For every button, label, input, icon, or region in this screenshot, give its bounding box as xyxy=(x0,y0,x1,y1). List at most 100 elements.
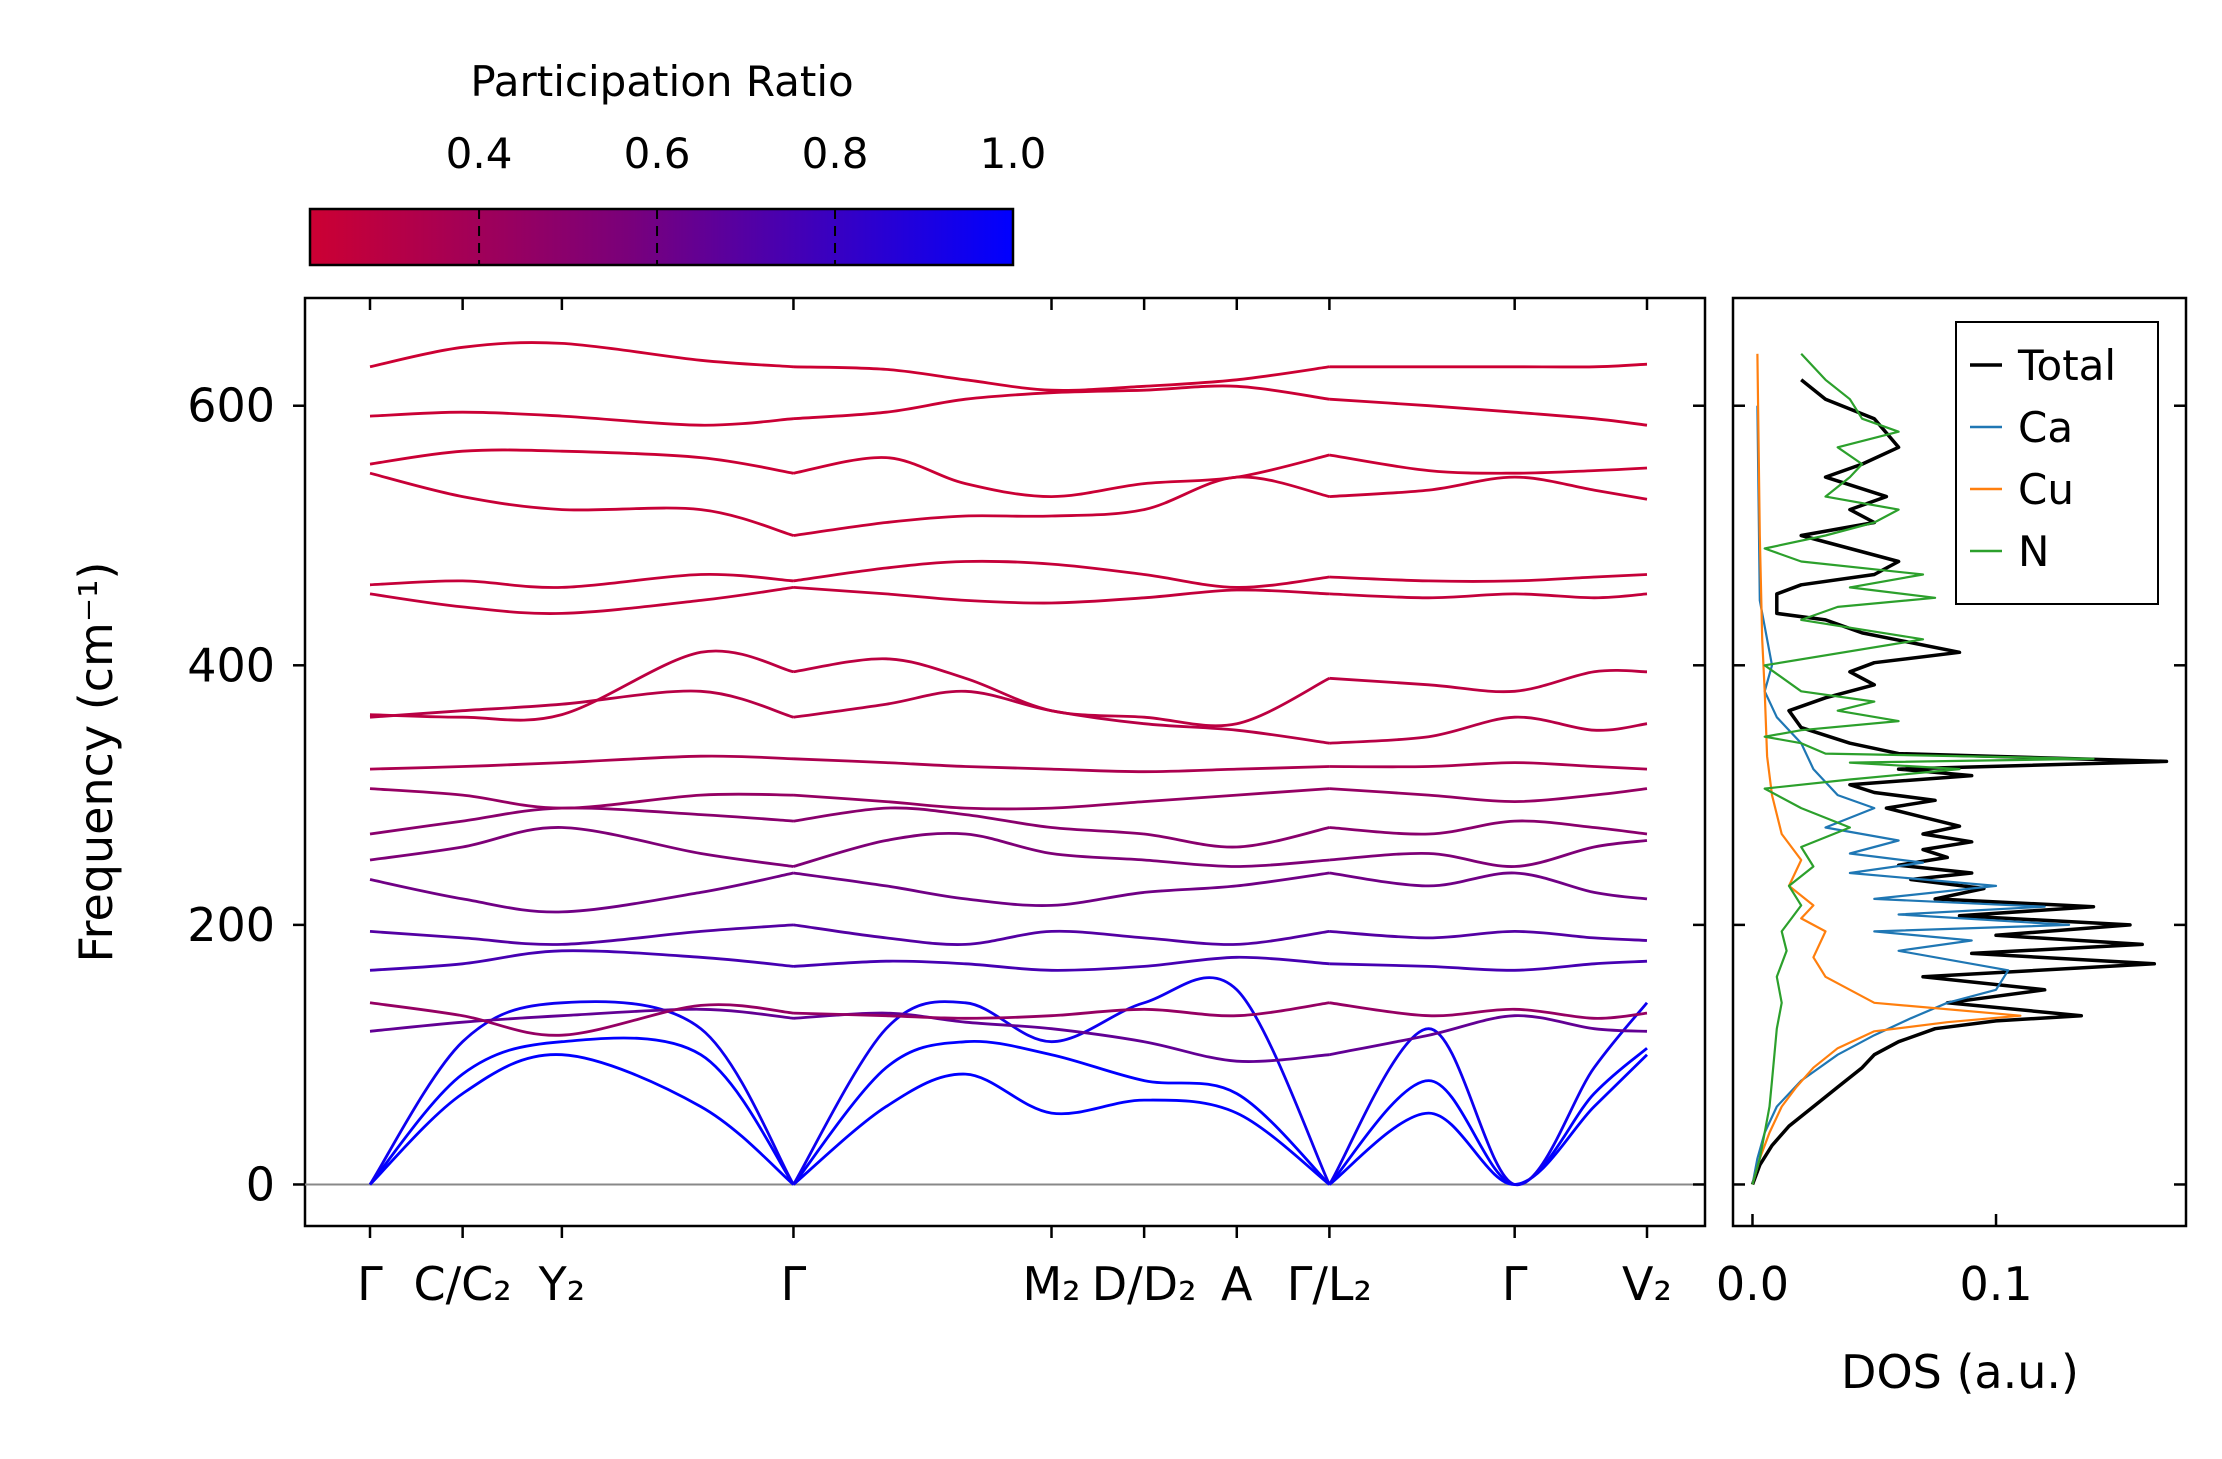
band-line xyxy=(793,955,1330,972)
band-line xyxy=(369,471,794,537)
band-line xyxy=(369,1053,795,1186)
band-ytick-label: 200 xyxy=(187,898,275,952)
kpoint-label: C/C₂ xyxy=(414,1257,512,1311)
dos-lines xyxy=(1750,353,2169,1186)
kpoint-label: Γ xyxy=(357,1257,383,1311)
band-line xyxy=(793,923,1330,946)
band-line xyxy=(1329,761,1648,771)
dos-xtick-label: 0.0 xyxy=(1716,1257,1789,1311)
band-line xyxy=(1329,592,1648,600)
band-line xyxy=(1329,573,1648,583)
kpoint-label: Γ xyxy=(1502,1257,1528,1311)
dos-xlabel: DOS (a.u.) xyxy=(1841,1345,2079,1399)
dos-plot: 0.0 0.1 DOS (a.u.) Total Ca Cu N xyxy=(1716,296,2188,1399)
legend-items: Total Ca Cu N xyxy=(1970,341,2116,576)
legend-box xyxy=(1955,321,2159,605)
band-line xyxy=(793,806,1330,849)
band-line xyxy=(1329,959,1648,972)
band-ylabel: Frequency (cm⁻¹) xyxy=(69,562,123,963)
band-line xyxy=(369,787,794,810)
band-line xyxy=(369,1001,794,1037)
band-ytick-label: 600 xyxy=(187,379,275,433)
dos-line-cu xyxy=(1751,353,2022,1185)
colorbar-tick-label: 0.4 xyxy=(446,129,513,178)
band-line xyxy=(793,453,1330,498)
band-line xyxy=(793,831,1330,868)
band-line xyxy=(1329,787,1648,803)
band-line xyxy=(369,572,794,589)
kpoint-label: D/D₂ xyxy=(1092,1257,1197,1311)
band-line xyxy=(792,1072,1331,1186)
dos-line-ca xyxy=(1751,405,2071,1185)
colorbar-ticks: 0.4 0.6 0.8 1.0 xyxy=(446,129,1047,265)
kpoint-label: A xyxy=(1221,1257,1253,1311)
dos-xticks: 0.0 0.1 xyxy=(1716,1214,2033,1311)
kpoint-label: M₂ xyxy=(1022,1257,1080,1311)
band-line xyxy=(793,384,1330,421)
band-line xyxy=(369,754,794,771)
band-line xyxy=(369,871,794,914)
band-line xyxy=(1328,1001,1649,1186)
dos-plot-frame xyxy=(1731,296,2188,1228)
band-line xyxy=(1329,453,1648,475)
band-line xyxy=(369,1007,794,1033)
band-line xyxy=(1329,930,1648,942)
band-line xyxy=(793,586,1330,605)
legend-label: N xyxy=(2018,527,2049,576)
colorbar-tick-label: 1.0 xyxy=(980,129,1047,178)
band-ytick-label: 0 xyxy=(246,1157,275,1211)
band-lines xyxy=(368,341,1649,1186)
band-xticks: Γ C/C₂ Y₂ Γ M₂ D/D₂ A Γ/L₂ Γ V₂ xyxy=(357,298,1672,1311)
dos-xtick-label: 0.1 xyxy=(1959,1257,2032,1311)
band-line xyxy=(1329,871,1648,901)
band-line xyxy=(369,410,794,427)
dos-line-n xyxy=(1751,353,2095,1185)
band-line xyxy=(1329,668,1648,694)
band-line xyxy=(793,1011,1330,1063)
band-line xyxy=(793,871,1330,907)
band-line xyxy=(369,923,794,946)
band-line xyxy=(1328,1047,1648,1186)
band-line xyxy=(368,1000,795,1186)
band-line xyxy=(369,949,794,972)
legend-label: Ca xyxy=(2018,403,2073,452)
band-line xyxy=(1329,362,1648,369)
colorbar-tick-label: 0.6 xyxy=(624,129,691,178)
band-line xyxy=(792,1039,1331,1186)
band-line xyxy=(793,365,1330,392)
band-line xyxy=(368,1036,795,1186)
band-plot-frame xyxy=(303,296,1707,1228)
band-line xyxy=(793,689,1330,745)
colorbar-gradient xyxy=(308,207,1015,267)
band-line xyxy=(369,448,794,475)
colorbar-tick-label: 0.8 xyxy=(802,129,869,178)
kpoint-label: Γ/L₂ xyxy=(1287,1257,1372,1311)
band-plot: 0 200 400 600 Γ C/C₂ Y₂ Γ M₂ D/D₂ A Γ/L₂ Γ V₂ Freque… xyxy=(69,296,1707,1311)
band-ytick-label: 400 xyxy=(187,638,275,692)
band-line xyxy=(1329,475,1648,501)
band-line xyxy=(1329,839,1648,868)
band-line xyxy=(1328,1053,1648,1186)
dos-line-total xyxy=(1750,378,2169,1186)
band-line xyxy=(792,976,1331,1186)
band-line xyxy=(369,649,794,722)
dos-legend: Total Ca Cu N xyxy=(1955,321,2159,605)
band-line xyxy=(369,341,794,369)
band-line xyxy=(1329,819,1648,836)
band-line xyxy=(369,826,794,868)
colorbar-title: Participation Ratio xyxy=(470,57,853,106)
band-line xyxy=(369,586,794,615)
band-line xyxy=(1329,1014,1648,1057)
band-line xyxy=(1329,397,1648,427)
kpoint-label: Γ xyxy=(781,1257,807,1311)
band-line xyxy=(793,1001,1330,1020)
band-line xyxy=(793,475,1330,537)
kpoint-label: Y₂ xyxy=(538,1257,586,1311)
band-line xyxy=(793,559,1330,589)
band-yticks: 0 200 400 600 xyxy=(187,379,1705,1211)
legend-label: Total xyxy=(2017,341,2116,390)
band-line xyxy=(1329,715,1648,745)
kpoint-label: V₂ xyxy=(1622,1257,1672,1311)
legend-label: Cu xyxy=(2018,465,2074,514)
